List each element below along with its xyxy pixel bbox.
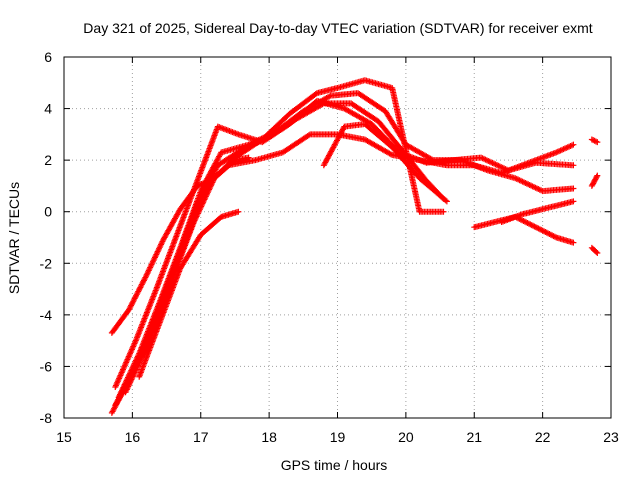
data-point bbox=[530, 222, 537, 229]
data-point bbox=[245, 154, 252, 161]
data-point bbox=[539, 227, 546, 234]
data-point bbox=[312, 91, 319, 98]
y-tick-label: 2 bbox=[44, 152, 52, 168]
y-tick-label: -6 bbox=[40, 358, 53, 374]
series-track-9 bbox=[471, 213, 577, 246]
data-point bbox=[223, 163, 230, 170]
x-tick-label: 20 bbox=[398, 429, 414, 445]
data-point bbox=[594, 139, 601, 146]
y-tick-label: 4 bbox=[44, 101, 52, 117]
series-track-13 bbox=[588, 244, 601, 256]
data-point bbox=[591, 137, 598, 144]
data-point bbox=[235, 208, 242, 215]
data-point bbox=[521, 218, 528, 225]
data-point bbox=[534, 224, 541, 231]
data-point bbox=[142, 274, 149, 281]
data-point bbox=[536, 226, 543, 233]
x-axis-label: GPS time / hours bbox=[281, 457, 388, 473]
x-tick-label: 23 bbox=[603, 429, 619, 445]
data-point bbox=[550, 233, 557, 240]
x-tick-label: 17 bbox=[193, 429, 209, 445]
series-track-10 bbox=[498, 198, 577, 226]
data-points bbox=[108, 77, 601, 416]
y-tick-label: 6 bbox=[44, 49, 52, 65]
axis-ticks: 15 16 17 18 19 20 21 22 23 -8 -6 -4 -2 0 2 4 6 bbox=[40, 49, 619, 445]
data-point bbox=[531, 223, 538, 230]
data-point bbox=[305, 132, 312, 139]
x-tick-label: 16 bbox=[125, 429, 141, 445]
data-point bbox=[570, 141, 577, 148]
data-point bbox=[594, 249, 601, 256]
data-point bbox=[538, 226, 545, 233]
x-tick-label: 19 bbox=[330, 429, 346, 445]
data-point bbox=[542, 228, 549, 235]
data-point bbox=[442, 197, 449, 204]
data-point bbox=[524, 220, 531, 227]
x-tick-label: 15 bbox=[56, 429, 72, 445]
data-point bbox=[387, 151, 394, 158]
data-point bbox=[570, 185, 577, 192]
series-track-6 bbox=[122, 131, 577, 396]
y-tick-label: -4 bbox=[40, 307, 53, 323]
data-point bbox=[540, 228, 547, 235]
y-tick-label: -8 bbox=[40, 410, 53, 426]
data-point bbox=[528, 222, 535, 229]
data-point bbox=[593, 248, 600, 255]
data-point bbox=[440, 208, 447, 215]
data-point bbox=[549, 232, 556, 239]
data-point bbox=[570, 162, 577, 169]
data-point bbox=[523, 219, 530, 226]
data-point bbox=[588, 136, 595, 143]
y-tick-label: -2 bbox=[40, 255, 53, 271]
data-point bbox=[590, 137, 597, 144]
grid-lines bbox=[64, 57, 611, 418]
data-point bbox=[546, 231, 553, 238]
data-point bbox=[326, 93, 333, 100]
chart-title: Day 321 of 2025, Sidereal Day-to-day VTE… bbox=[83, 20, 592, 36]
series-track-7 bbox=[136, 208, 242, 380]
series-track-11 bbox=[588, 136, 601, 146]
data-point bbox=[535, 225, 542, 232]
x-tick-label: 22 bbox=[535, 429, 551, 445]
y-tick-label: 0 bbox=[44, 204, 52, 220]
data-point bbox=[519, 217, 526, 224]
y-axis-label: SDTVAR / TECUs bbox=[6, 182, 22, 294]
data-point bbox=[543, 229, 550, 236]
series-track-8 bbox=[320, 121, 450, 205]
data-point bbox=[527, 221, 534, 228]
series-track-12 bbox=[588, 172, 601, 189]
data-point bbox=[525, 220, 532, 227]
data-point bbox=[570, 198, 577, 205]
data-point bbox=[592, 138, 599, 145]
data-point bbox=[551, 233, 558, 240]
data-point bbox=[594, 172, 601, 179]
data-point bbox=[520, 217, 527, 224]
data-point bbox=[545, 230, 552, 237]
x-tick-label: 18 bbox=[261, 429, 277, 445]
data-point bbox=[570, 239, 577, 246]
data-point bbox=[547, 231, 554, 238]
data-point bbox=[443, 198, 450, 205]
x-tick-label: 21 bbox=[466, 429, 482, 445]
data-point bbox=[593, 173, 600, 180]
data-point bbox=[532, 224, 539, 231]
